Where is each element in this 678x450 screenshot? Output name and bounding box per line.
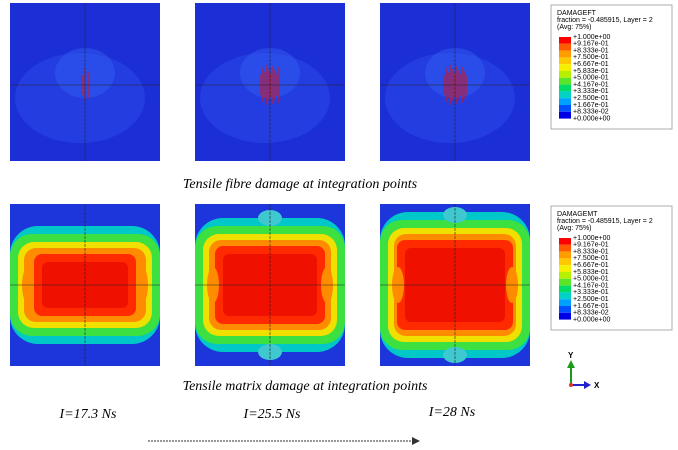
legend-band — [559, 312, 571, 320]
legend-label: +2.500e-01 — [573, 296, 609, 303]
legend-title: DAMAGEMT — [557, 211, 598, 218]
legend-band — [559, 91, 571, 99]
contour-panel — [380, 3, 530, 161]
legend-band — [559, 77, 571, 85]
axis-label: X — [594, 381, 600, 390]
legend-band — [559, 105, 571, 112]
legend-label: +1.000e+00 — [573, 34, 610, 41]
legend-line: (Avg: 75%) — [557, 24, 592, 31]
legend-line: (Avg: 75%) — [557, 225, 592, 232]
legend-band — [559, 292, 571, 300]
legend-box — [550, 4, 673, 130]
legend-label: +5.000e-01 — [573, 75, 609, 82]
legend-band — [559, 98, 571, 105]
legend-band — [559, 251, 571, 259]
legend-band — [559, 84, 571, 92]
legend-box — [550, 205, 673, 331]
legend-label: +1.667e-01 — [573, 303, 609, 310]
legend-band — [559, 265, 571, 272]
axis-origin — [569, 383, 573, 387]
legend-band — [559, 43, 571, 51]
legend-label: +4.167e-01 — [573, 282, 609, 289]
axis-x-head — [584, 381, 591, 389]
legend-band — [559, 238, 571, 245]
contour-panel — [10, 204, 160, 366]
legend-label: +5.833e-01 — [573, 269, 609, 276]
legend-label: +0.000e+00 — [573, 316, 610, 323]
legend-label: +4.167e-01 — [573, 81, 609, 88]
legend-line: fraction = -0.485915, Layer = 2 — [557, 17, 653, 24]
time-label: I=28 Ns — [428, 405, 476, 420]
legend-label: +0.000e+00 — [573, 115, 610, 122]
arrow-head — [412, 437, 420, 445]
legend-label: +8.333e-01 — [573, 248, 609, 255]
legend-band — [559, 57, 571, 65]
legend-label: +7.500e-01 — [573, 54, 609, 61]
contour-panel — [380, 204, 530, 366]
legend-label: +8.333e-01 — [573, 47, 609, 54]
legend-band — [559, 258, 571, 266]
legend-label: +7.500e-01 — [573, 255, 609, 262]
legend-band — [559, 71, 571, 78]
time-label: I=25.5 Ns — [243, 407, 301, 422]
legend-label: +8.333e-02 — [573, 310, 609, 317]
axis-label: Y — [568, 351, 574, 360]
legend-label: +1.000e+00 — [573, 235, 610, 242]
time-label: I=17.3 Ns — [59, 407, 117, 422]
legend-label: +5.000e-01 — [573, 276, 609, 283]
legend-label: +6.667e-01 — [573, 61, 609, 68]
legend-label: +9.167e-01 — [573, 242, 609, 249]
legend-band — [559, 278, 571, 286]
contour-panel — [195, 3, 345, 161]
legend-band — [559, 306, 571, 313]
caption: Tensile fibre damage at integration poin… — [183, 177, 418, 192]
legend-title: DAMAGEFT — [557, 10, 597, 17]
legend-band — [559, 272, 571, 279]
legend-label: +9.167e-01 — [573, 41, 609, 48]
axis-y-head — [567, 360, 575, 368]
legend-band — [559, 244, 571, 252]
legend-label: +1.667e-01 — [573, 102, 609, 109]
legend-band — [559, 111, 571, 119]
legend-label: +3.333e-01 — [573, 88, 609, 95]
legend-band — [559, 299, 571, 306]
legend-band — [559, 37, 571, 44]
legend-band — [559, 285, 571, 293]
caption: Tensile matrix damage at integration poi… — [183, 379, 428, 394]
legend-label: +5.833e-01 — [573, 68, 609, 75]
contour-panel — [10, 3, 160, 161]
legend-label: +8.333e-02 — [573, 109, 609, 116]
legend-line: fraction = -0.485915, Layer = 2 — [557, 218, 653, 225]
legend-label: +3.333e-01 — [573, 289, 609, 296]
legend-band — [559, 50, 571, 58]
legend-band — [559, 64, 571, 71]
legend-label: +6.667e-01 — [573, 262, 609, 269]
contour-panel — [195, 204, 345, 366]
legend-label: +2.500e-01 — [573, 95, 609, 102]
